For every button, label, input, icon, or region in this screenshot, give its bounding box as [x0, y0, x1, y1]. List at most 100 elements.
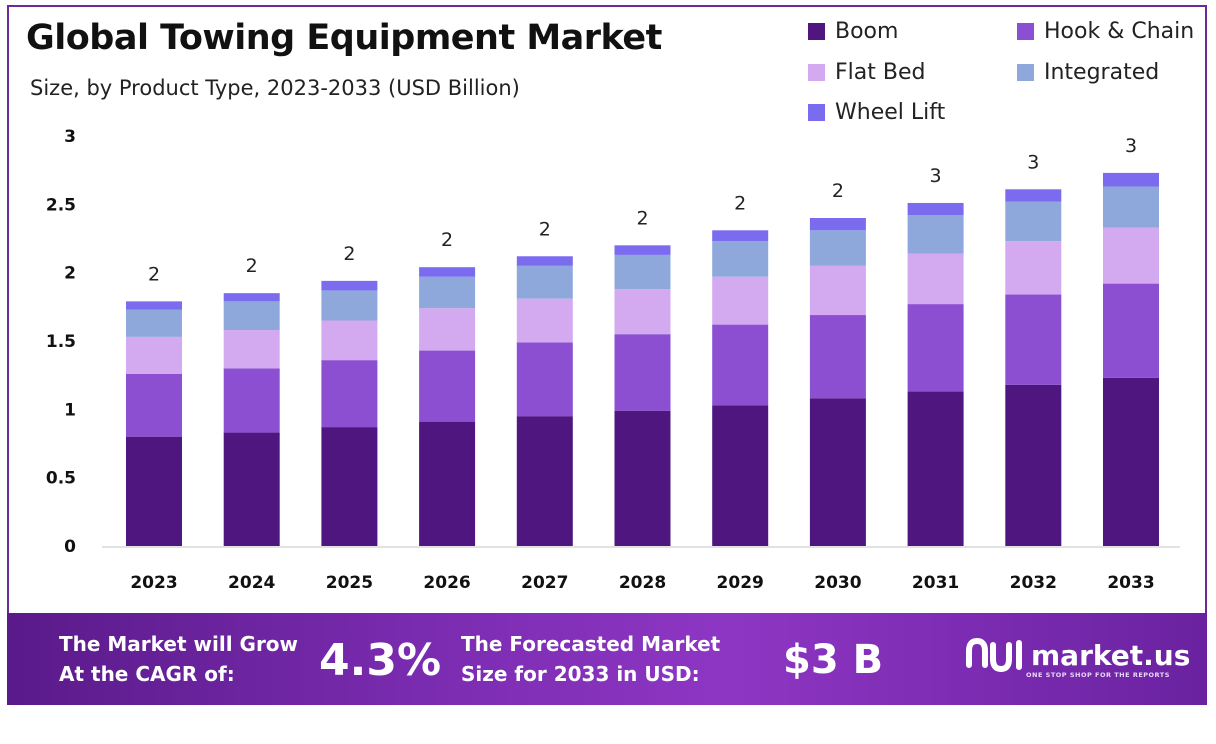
bar-segment-hook-chain [516, 342, 573, 417]
bar-segment-wheel-lift [809, 218, 866, 231]
bar-segment-hook-chain [712, 324, 769, 406]
bar-segment-boom [907, 391, 964, 546]
bar-segment-flat-bed [614, 289, 671, 335]
bar-segment-boom [321, 427, 378, 546]
bar-total-label: 3 [1125, 135, 1137, 157]
bar-segment-integrated [126, 309, 182, 337]
bar-segment-boom [223, 432, 280, 546]
legend-label-integrated: Integrated [1044, 60, 1160, 85]
bar-segment-hook-chain [223, 368, 280, 433]
legend-swatch-flat-bed [808, 64, 825, 81]
bar-segment-integrated [223, 301, 280, 331]
x-tick-label: 2028 [619, 573, 666, 593]
bar-segment-hook-chain [126, 373, 182, 437]
bar-segment-wheel-lift [419, 267, 476, 277]
bar-segment-flat-bed [1005, 241, 1062, 295]
bar-segment-wheel-lift [223, 293, 280, 302]
bar-segment-boom [809, 398, 866, 546]
forecast-value: $3 B [783, 637, 884, 683]
y-tick-label: 1 [64, 400, 76, 420]
x-tick-label: 2031 [912, 573, 959, 593]
legend-label-wheel-lift: Wheel Lift [835, 100, 946, 125]
bar-segment-flat-bed [907, 253, 964, 305]
bar-segment-integrated [419, 276, 476, 309]
bar-segment-flat-bed [419, 308, 476, 351]
y-tick-label: 0 [64, 537, 76, 557]
bar-segment-flat-bed [516, 298, 573, 343]
cagr-label-line1: The Market will Grow [59, 632, 299, 656]
legend-swatch-hook-chain [1017, 23, 1034, 40]
bar-segment-boom [712, 405, 769, 546]
bar-segment-wheel-lift [614, 245, 671, 255]
y-tick-label: 2 [64, 264, 76, 284]
legend-label-boom: Boom [835, 19, 899, 44]
bar-segment-flat-bed [223, 330, 280, 369]
forecast-label-line2: Size for 2033 in USD: [461, 662, 700, 686]
bar-segment-integrated [1103, 186, 1159, 228]
legend-swatch-boom [808, 23, 825, 40]
bar-segment-wheel-lift [321, 280, 378, 291]
market-us-logo-icon [966, 637, 1022, 673]
bar-segment-wheel-lift [907, 202, 964, 216]
bar-segment-flat-bed [712, 276, 769, 325]
bar-segment-boom [1103, 377, 1159, 546]
bar-segment-boom [126, 436, 182, 546]
legend-item-flat-bed: Flat Bed [808, 60, 925, 85]
legend-item-integrated: Integrated [1017, 60, 1159, 85]
bar-segment-boom [419, 421, 476, 546]
bar-total-label: 2 [441, 229, 453, 251]
bar-segment-wheel-lift [712, 230, 769, 242]
forecast-label-line1: The Forecasted Market [461, 632, 721, 656]
bar-segment-wheel-lift [126, 301, 182, 310]
bar-segment-hook-chain [1103, 283, 1159, 378]
bar-segment-integrated [712, 241, 769, 277]
x-tick-label: 2032 [1010, 573, 1057, 593]
bar-segment-integrated [809, 230, 866, 266]
cagr-label-line2: At the CAGR of: [59, 662, 235, 686]
bar-segment-boom [1005, 384, 1062, 546]
bar-total-label: 3 [1027, 151, 1039, 173]
bar-total-label: 2 [343, 243, 355, 265]
x-tick-label: 2033 [1107, 573, 1154, 593]
bar-segment-flat-bed [321, 320, 378, 361]
x-tick-label: 2024 [228, 573, 275, 593]
y-tick-label: 0.5 [46, 469, 76, 489]
bar-total-label: 2 [148, 263, 160, 285]
bar-segment-integrated [516, 265, 573, 299]
bar-segment-hook-chain [321, 360, 378, 428]
x-tick-label: 2030 [814, 573, 861, 593]
bar-segment-integrated [1005, 201, 1062, 242]
bar-total-label: 2 [734, 192, 746, 214]
bar-segment-hook-chain [1005, 294, 1062, 385]
x-tick-label: 2027 [521, 573, 568, 593]
y-tick-label: 2.5 [46, 195, 76, 215]
bar-segment-wheel-lift [1103, 172, 1159, 187]
bar-total-label: 2 [636, 207, 648, 229]
legend-label-flat-bed: Flat Bed [835, 60, 926, 85]
legend-item-wheel-lift: Wheel Lift [808, 100, 945, 125]
bar-segment-integrated [907, 215, 964, 254]
x-tick-label: 2026 [423, 573, 470, 593]
y-tick-label: 1.5 [46, 332, 76, 352]
legend-label-hook-chain: Hook & Chain [1044, 19, 1195, 44]
bar-segment-flat-bed [809, 265, 866, 316]
bar-total-label: 2 [832, 180, 844, 202]
brand-name: market.us [1031, 638, 1191, 672]
bar-total-label: 2 [246, 255, 258, 277]
bar-segment-hook-chain [809, 315, 866, 399]
brand-logo: market.us [965, 635, 1190, 675]
bar-segment-boom [516, 416, 573, 546]
bar-segment-integrated [321, 290, 378, 321]
footer-banner: The Market will Grow At the CAGR of: 4.3… [7, 613, 1207, 705]
bar-segment-wheel-lift [1005, 189, 1062, 202]
bar-segment-integrated [614, 254, 671, 290]
bar-segment-boom [614, 410, 671, 546]
legend-swatch-integrated [1017, 64, 1034, 81]
x-tick-label: 2025 [326, 573, 373, 593]
bar-segment-wheel-lift [516, 256, 573, 266]
cagr-label: The Market will Grow At the CAGR of: [59, 629, 298, 689]
y-tick-label: 3 [64, 127, 76, 147]
forecast-label: The Forecasted Market Size for 2033 in U… [461, 629, 720, 689]
legend-swatch-wheel-lift [808, 104, 825, 121]
